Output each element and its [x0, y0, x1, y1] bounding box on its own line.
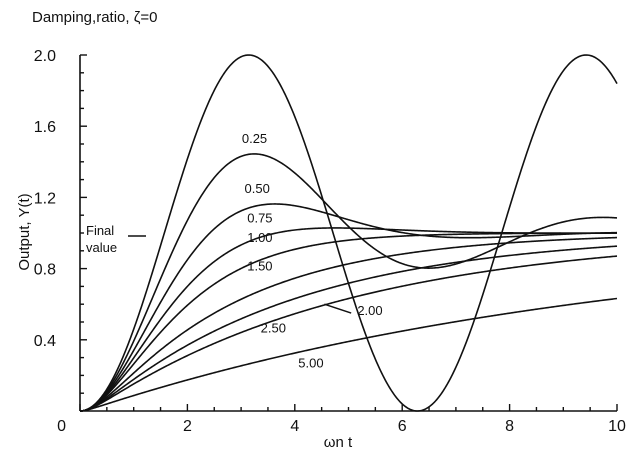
- curve-label-0-25: 0.25: [242, 131, 267, 146]
- y-tick-label: 1.6: [34, 119, 56, 136]
- y-tick-label: 2.0: [34, 48, 56, 65]
- response-curve-zeta-5: [79, 297, 618, 412]
- x-tick-label: 6: [398, 418, 407, 435]
- origin-tick-label: 0: [57, 418, 66, 435]
- curve-label-1-50: 1.50: [247, 258, 272, 273]
- final-value-label-line2: value: [86, 240, 117, 255]
- curve-label-2-00: 2.00: [357, 303, 382, 318]
- curve-label-5-00: 5.00: [298, 355, 323, 370]
- response-curve-zeta-0-5: [79, 203, 618, 412]
- response-curve-zeta-2: [79, 245, 618, 412]
- y-axis-title: Output, Y(t): [16, 193, 33, 270]
- final-value-label-line1: Final: [86, 223, 114, 238]
- y-tick-label: 0.4: [34, 333, 56, 350]
- curve-labels: 0.25 0.50 0.75 1.00 1.50 2.00 2.50 5.00: [242, 131, 383, 370]
- curve-label-0-50: 0.50: [245, 181, 270, 196]
- x-tick-label: 2: [183, 418, 192, 435]
- curve-label-1-00: 1.00: [247, 230, 272, 245]
- chart-title: Damping,ratio, ζ=0: [32, 9, 157, 26]
- curve-label-0-75: 0.75: [247, 210, 272, 225]
- response-curve-zeta-2-5: [79, 255, 618, 412]
- x-axis-title: ωn t: [324, 434, 353, 451]
- axes: 0 2 4 6 8 10 0.4 0.8 1.2 1.6 2.0: [34, 48, 626, 435]
- x-tick-label: 8: [505, 418, 514, 435]
- curve-label-2-50: 2.50: [261, 321, 286, 336]
- x-tick-label: 4: [290, 418, 299, 435]
- curves: [79, 54, 618, 412]
- y-tick-label: 1.2: [34, 190, 56, 207]
- curve-label-2-00-pointer: [324, 303, 352, 314]
- x-tick-label: 10: [608, 418, 626, 435]
- response-curve-zeta-1: [79, 232, 617, 412]
- response-curve-zeta-0-75: [79, 227, 617, 412]
- response-curve-zeta-1-5: [79, 236, 618, 412]
- y-tick-label: 0.8: [34, 262, 56, 279]
